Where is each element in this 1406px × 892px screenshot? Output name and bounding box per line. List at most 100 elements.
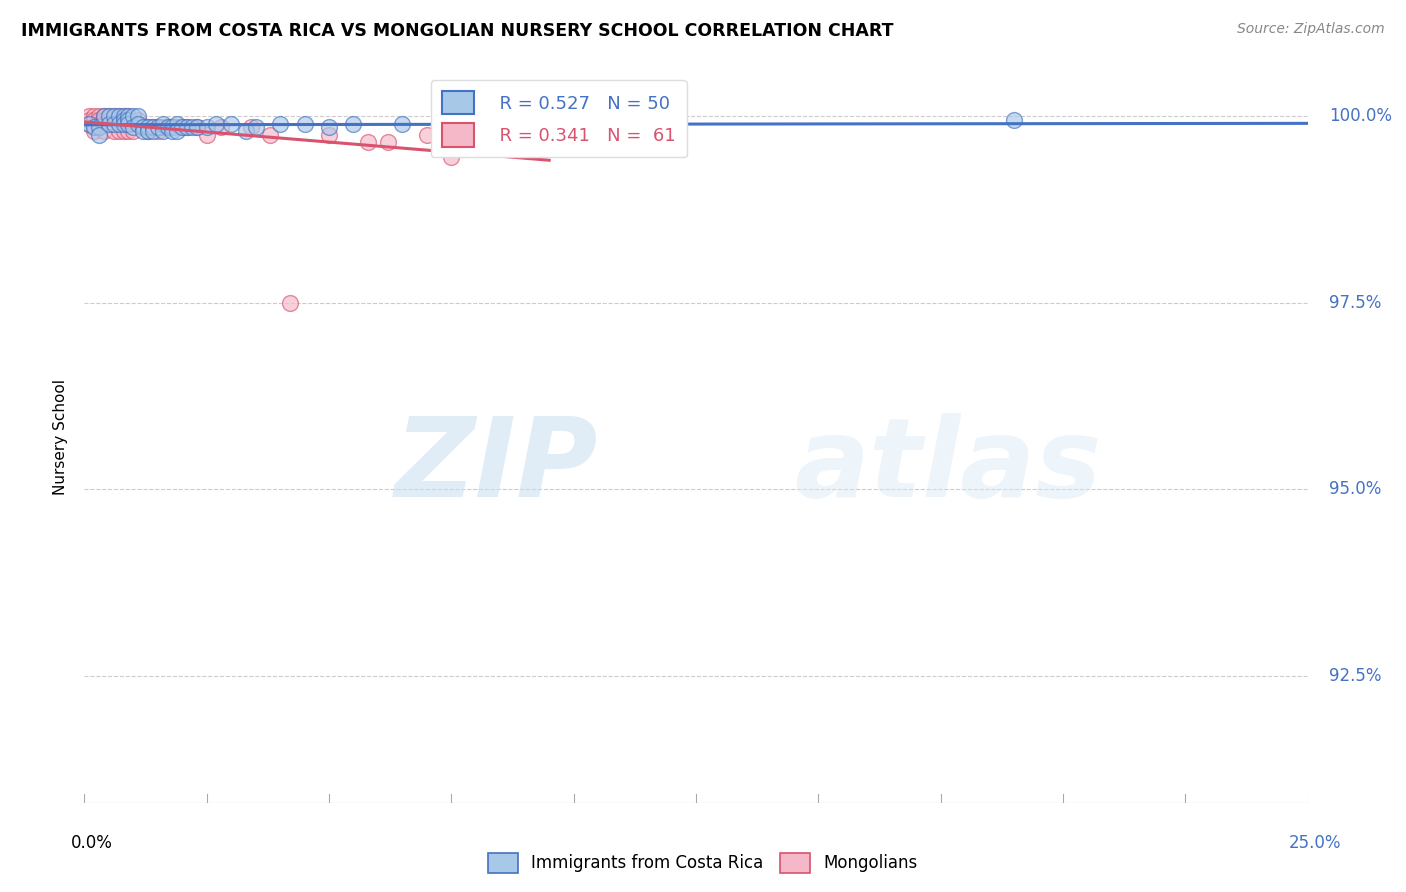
Point — [132, 124, 155, 138]
Point — [391, 117, 413, 131]
Point — [186, 120, 208, 135]
Point — [117, 117, 139, 131]
Point — [377, 135, 399, 149]
Point — [107, 109, 129, 123]
Point — [259, 128, 281, 142]
Point — [87, 128, 110, 142]
Point — [103, 117, 125, 131]
Point — [97, 117, 120, 131]
Point — [83, 120, 105, 135]
Point — [107, 117, 129, 131]
Point — [176, 120, 198, 135]
Legend: Immigrants from Costa Rica, Mongolians: Immigrants from Costa Rica, Mongolians — [481, 847, 925, 880]
Point — [77, 117, 100, 131]
Point — [87, 109, 110, 123]
Point — [195, 128, 218, 142]
Point — [186, 120, 208, 135]
Point — [83, 120, 105, 135]
Text: 92.5%: 92.5% — [1329, 667, 1381, 685]
Point — [219, 117, 242, 131]
Point — [142, 124, 165, 138]
Point — [117, 112, 139, 127]
Point — [181, 120, 204, 135]
Point — [162, 120, 184, 135]
Point — [172, 120, 194, 135]
Point — [117, 109, 139, 123]
Point — [93, 124, 115, 138]
Point — [112, 117, 135, 131]
Point — [235, 124, 257, 138]
Point — [318, 120, 340, 135]
Point — [205, 117, 228, 131]
Point — [97, 117, 120, 131]
Point — [112, 124, 135, 138]
Point — [146, 120, 169, 135]
Point — [87, 112, 110, 127]
Text: 97.5%: 97.5% — [1329, 293, 1381, 311]
Point — [83, 124, 105, 138]
Point — [440, 150, 463, 164]
Point — [122, 124, 145, 138]
Point — [166, 120, 188, 135]
Text: 100.0%: 100.0% — [1329, 107, 1392, 125]
Point — [77, 117, 100, 131]
Point — [93, 109, 115, 123]
Point — [152, 124, 174, 138]
Point — [93, 117, 115, 131]
Point — [107, 124, 129, 138]
Point — [357, 135, 380, 149]
Point — [156, 120, 179, 135]
Point — [142, 120, 165, 135]
Point — [156, 120, 179, 135]
Text: Source: ZipAtlas.com: Source: ZipAtlas.com — [1237, 22, 1385, 37]
Point — [103, 109, 125, 123]
Point — [112, 112, 135, 127]
Point — [146, 124, 169, 138]
Point — [146, 120, 169, 135]
Point — [77, 109, 100, 123]
Point — [166, 124, 188, 138]
Point — [97, 112, 120, 127]
Point — [112, 117, 135, 131]
Text: ZIP: ZIP — [395, 413, 598, 520]
Point — [152, 120, 174, 135]
Text: 25.0%: 25.0% — [1288, 834, 1341, 852]
Point — [136, 120, 159, 135]
Point — [176, 120, 198, 135]
Legend:   R = 0.527   N = 50,   R = 0.341   N =  61: R = 0.527 N = 50, R = 0.341 N = 61 — [430, 80, 688, 158]
Point — [107, 112, 129, 127]
Point — [122, 120, 145, 135]
Point — [117, 112, 139, 127]
Point — [122, 109, 145, 123]
Point — [489, 128, 512, 142]
Point — [239, 120, 262, 135]
Point — [132, 120, 155, 135]
Point — [1002, 112, 1025, 127]
Point — [142, 120, 165, 135]
Point — [318, 128, 340, 142]
Point — [127, 112, 149, 127]
Point — [294, 117, 316, 131]
Point — [77, 112, 100, 127]
Point — [127, 117, 149, 131]
Point — [117, 124, 139, 138]
Point — [209, 120, 232, 135]
Point — [136, 124, 159, 138]
Point — [83, 112, 105, 127]
Point — [122, 117, 145, 131]
Point — [127, 117, 149, 131]
Y-axis label: Nursery School: Nursery School — [53, 379, 69, 495]
Text: atlas: atlas — [794, 413, 1101, 520]
Point — [278, 295, 301, 310]
Point — [127, 109, 149, 123]
Point — [103, 117, 125, 131]
Point — [269, 117, 291, 131]
Point — [103, 112, 125, 127]
Point — [87, 120, 110, 135]
Point — [97, 109, 120, 123]
Point — [112, 109, 135, 123]
Point — [107, 117, 129, 131]
Point — [93, 112, 115, 127]
Point — [162, 124, 184, 138]
Point — [136, 124, 159, 138]
